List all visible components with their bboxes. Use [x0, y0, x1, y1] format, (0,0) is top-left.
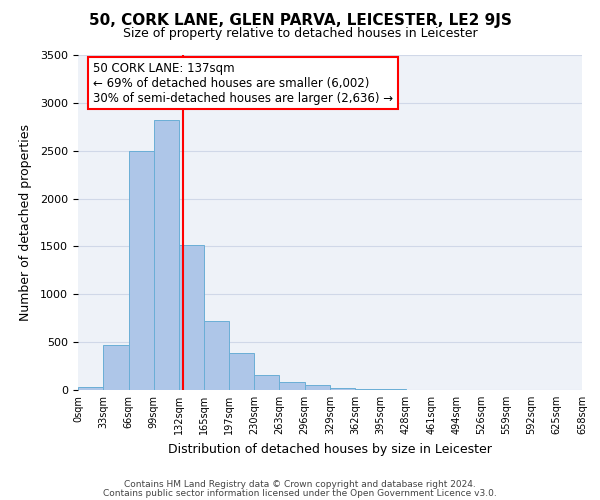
- Bar: [229, 352, 254, 390]
- Y-axis label: Number of detached properties: Number of detached properties: [19, 124, 32, 321]
- Bar: [330, 388, 355, 390]
- Bar: [254, 375, 280, 390]
- Bar: [78, 387, 103, 390]
- Text: 50, CORK LANE, GLEN PARVA, LEICESTER, LE2 9JS: 50, CORK LANE, GLEN PARVA, LEICESTER, LE…: [89, 12, 511, 28]
- Text: Contains HM Land Registry data © Crown copyright and database right 2024.: Contains HM Land Registry data © Crown c…: [124, 480, 476, 489]
- Bar: [128, 150, 154, 390]
- Bar: [355, 388, 380, 390]
- Bar: [205, 321, 229, 390]
- Bar: [103, 345, 128, 390]
- Bar: [179, 246, 205, 390]
- Text: 50 CORK LANE: 137sqm
← 69% of detached houses are smaller (6,002)
30% of semi-de: 50 CORK LANE: 137sqm ← 69% of detached h…: [93, 62, 393, 104]
- Text: Contains public sector information licensed under the Open Government Licence v3: Contains public sector information licen…: [103, 489, 497, 498]
- Bar: [280, 382, 305, 390]
- Bar: [305, 385, 330, 390]
- Bar: [380, 389, 406, 390]
- X-axis label: Distribution of detached houses by size in Leicester: Distribution of detached houses by size …: [168, 442, 492, 456]
- Bar: [154, 120, 179, 390]
- Text: Size of property relative to detached houses in Leicester: Size of property relative to detached ho…: [122, 28, 478, 40]
